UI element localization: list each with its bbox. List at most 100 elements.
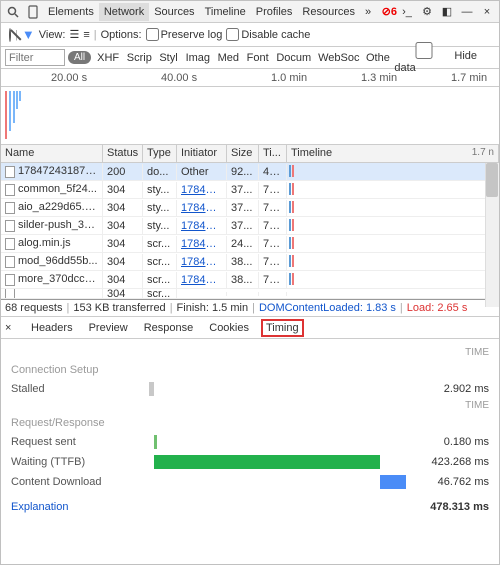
filter-input[interactable] <box>5 49 65 66</box>
cell-type: do... <box>143 164 177 180</box>
tab-elements[interactable]: Elements <box>43 3 99 21</box>
tab-timeline[interactable]: Timeline <box>200 3 251 21</box>
cell-type: scr... <box>143 254 177 270</box>
error-badge[interactable]: ⊘6 <box>382 5 397 18</box>
timing-hdr: TIME <box>11 347 489 358</box>
cell-name: silder-push_39... <box>1 217 103 233</box>
table-row[interactable]: 178472431871...200do...Other92...47... <box>1 163 499 181</box>
summary-requests: 68 requests <box>5 302 62 314</box>
col-initiator[interactable]: Initiator <box>177 145 227 162</box>
cell-size: 37... <box>227 182 259 198</box>
col-name[interactable]: Name <box>1 145 103 162</box>
cell-name: common_5f24... <box>1 181 103 197</box>
timeline-overview[interactable] <box>1 87 499 145</box>
dock-icon[interactable]: ◧ <box>439 4 455 20</box>
filter-font[interactable]: Font <box>244 50 271 66</box>
summary-transferred: 153 KB transferred <box>73 302 165 314</box>
tabs-more[interactable]: » <box>360 3 376 21</box>
close-details-icon[interactable]: × <box>5 322 19 334</box>
tab-timing[interactable]: Timing <box>261 319 304 337</box>
cell-status: 304 <box>103 254 143 270</box>
cell-initiator[interactable]: 178472... <box>177 236 227 252</box>
cell-timeline <box>287 235 499 252</box>
filter-icon[interactable]: ▼ <box>22 27 35 42</box>
cell-status: 304 <box>103 236 143 252</box>
device-icon[interactable] <box>25 4 41 20</box>
tab-response[interactable]: Response <box>140 320 198 336</box>
tab-sources[interactable]: Sources <box>149 3 199 21</box>
cell-initiator[interactable]: 178472... <box>177 272 227 288</box>
tab-headers[interactable]: Headers <box>27 320 77 336</box>
disable-cache-checkbox[interactable]: Disable cache <box>226 28 310 41</box>
cell-size: 92... <box>227 164 259 180</box>
cell-name: mod_96dd55b... <box>1 253 103 269</box>
cell-initiator[interactable]: 178472... <box>177 182 227 198</box>
cell-initiator[interactable]: 178472... <box>177 254 227 270</box>
tab-resources[interactable]: Resources <box>297 3 360 21</box>
filter-image[interactable]: Imag <box>183 50 212 66</box>
cell-size: 38... <box>227 254 259 270</box>
filter-script[interactable]: Scrip <box>124 50 154 66</box>
timing-panel: TIME Connection Setup Stalled 2.902 ms T… <box>1 339 499 521</box>
scrollbar[interactable] <box>485 163 499 307</box>
cell-time: 76... <box>259 200 287 216</box>
view-large-icon[interactable]: ☰ <box>69 28 79 41</box>
preserve-log-checkbox[interactable]: Preserve log <box>146 28 223 41</box>
filter-style[interactable]: Styl <box>156 50 179 66</box>
minimize-icon[interactable]: — <box>459 4 475 20</box>
filter-doc[interactable]: Docum <box>273 50 312 66</box>
cell-timeline <box>287 253 499 270</box>
col-status[interactable]: Status <box>103 145 143 162</box>
filter-all[interactable]: All <box>68 51 91 64</box>
cell-type: sty... <box>143 218 177 234</box>
col-size[interactable]: Size <box>227 145 259 162</box>
table-row[interactable]: 304scr... <box>1 289 499 299</box>
cell-timeline <box>287 217 499 234</box>
cell-initiator[interactable]: 178472... <box>177 218 227 234</box>
close-icon[interactable]: × <box>479 4 495 20</box>
col-type[interactable]: Type <box>143 145 177 162</box>
tab-cookies[interactable]: Cookies <box>205 320 253 336</box>
table-row[interactable]: more_370dcc6...304scr...178472...38...76… <box>1 271 499 289</box>
view-small-icon[interactable]: ≡ <box>83 29 89 41</box>
settings-icon[interactable]: ⚙ <box>419 4 435 20</box>
cell-time: 77... <box>259 182 287 198</box>
cell-type: scr... <box>143 236 177 252</box>
cell-status: 304 <box>103 182 143 198</box>
console-icon[interactable]: ›_ <box>399 4 415 20</box>
filter-media[interactable]: Med <box>215 50 241 66</box>
cell-initiator[interactable]: 178472... <box>177 200 227 216</box>
search-icon[interactable] <box>5 4 21 20</box>
cell-timeline <box>287 271 499 288</box>
tab-preview[interactable]: Preview <box>85 320 132 336</box>
wait-label: Waiting (TTFB) <box>11 456 141 468</box>
cell-time: 76... <box>259 254 287 270</box>
tab-network[interactable]: Network <box>99 3 149 21</box>
timing-hdr2: TIME <box>11 400 489 411</box>
table-row[interactable]: common_5f24...304sty...178472...37...77.… <box>1 181 499 199</box>
clear-button[interactable] <box>9 29 11 41</box>
summary-dcl: DOMContentLoaded: 1.83 s <box>259 302 396 314</box>
table-row[interactable]: silder-push_39...304sty...178472...37...… <box>1 217 499 235</box>
cell-initiator: Other <box>177 164 227 180</box>
cell-size: 24... <box>227 236 259 252</box>
cell-status: 304 <box>103 218 143 234</box>
col-timeline[interactable]: Timeline1.7 n <box>287 145 499 162</box>
cell-status: 304 <box>103 289 143 299</box>
col-time[interactable]: Ti... <box>259 145 287 162</box>
explanation-link[interactable]: Explanation <box>11 501 69 513</box>
cell-size: 37... <box>227 218 259 234</box>
cell-name: more_370dcc6... <box>1 271 103 287</box>
table-row[interactable]: alog.min.js304scr...178472...24...75... <box>1 235 499 253</box>
filter-xhr[interactable]: XHF <box>94 50 121 66</box>
tab-profiles[interactable]: Profiles <box>251 3 298 21</box>
cell-name <box>1 289 103 299</box>
table-row[interactable]: aio_a229d65.css304sty...178472...37...76… <box>1 199 499 217</box>
table-row[interactable]: mod_96dd55b...304scr...178472...38...76.… <box>1 253 499 271</box>
filter-other[interactable]: Othe <box>363 50 391 66</box>
sent-value: 0.180 ms <box>419 436 489 448</box>
cell-type: scr... <box>143 272 177 288</box>
stalled-value: 2.902 ms <box>419 383 489 395</box>
filter-ws[interactable]: WebSoc <box>315 50 360 66</box>
timeline-ruler: 20.00 s 40.00 s 1.0 min 1.3 min 1.7 min <box>1 69 499 87</box>
